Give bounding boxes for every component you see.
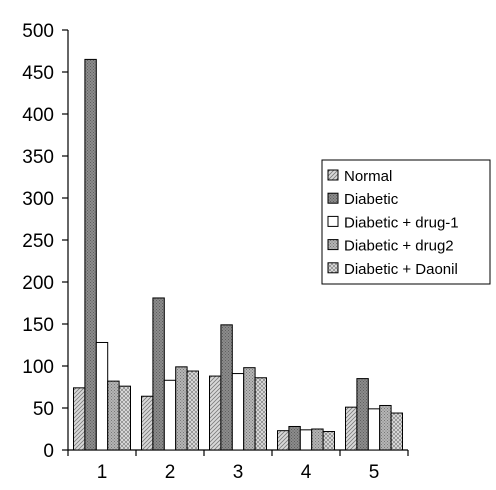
bar-diabetic-drug-1-4 bbox=[299, 429, 313, 451]
legend-swatch bbox=[327, 192, 339, 204]
bar-diabetic-4 bbox=[288, 425, 301, 451]
bar-diabetic-drug-1-1 bbox=[95, 341, 109, 451]
bar-diabetic-3 bbox=[220, 324, 233, 451]
y-tick-label: 200 bbox=[22, 273, 54, 294]
legend-swatch bbox=[327, 262, 339, 274]
bar-normal-3 bbox=[209, 375, 222, 451]
y-tick-label: 50 bbox=[33, 399, 54, 420]
bar-diabetic-daonil-1 bbox=[118, 385, 131, 451]
legend-label: Normal bbox=[344, 168, 392, 185]
x-axis: 1 2 3 4 5 bbox=[67, 449, 409, 483]
bar-diabetic-5 bbox=[356, 378, 369, 451]
legend-label: Diabetic + Daonil bbox=[344, 261, 458, 278]
bar-diabetic-daonil-2 bbox=[186, 370, 200, 451]
bar-normal-5 bbox=[345, 406, 358, 451]
x-tick-label: 2 bbox=[165, 462, 176, 483]
bar-diabetic-2 bbox=[152, 297, 165, 451]
bar-diabetic-drug2-4 bbox=[311, 428, 324, 451]
bar-normal-2 bbox=[141, 395, 154, 451]
y-tick-label: 500 bbox=[22, 21, 54, 42]
bar-diabetic-drug2-1 bbox=[107, 380, 120, 451]
bar-diabetic-1 bbox=[84, 58, 97, 451]
bar-normal-1 bbox=[73, 387, 86, 451]
x-tick-label: 1 bbox=[97, 462, 108, 483]
legend: Normal Diabetic Diabetic + drug-1 Diabetic … bbox=[321, 159, 491, 285]
bar-diabetic-drug-1-3 bbox=[231, 373, 245, 451]
bar-diabetic-drug-1-2 bbox=[163, 379, 177, 451]
x-tick-label: 4 bbox=[301, 462, 312, 483]
legend-swatch bbox=[327, 169, 339, 181]
bar-diabetic-drug2-3 bbox=[243, 367, 256, 451]
legend-label: Diabetic + drug2 bbox=[344, 238, 454, 255]
y-tick-label: 0 bbox=[43, 441, 54, 462]
y-tick-label: 100 bbox=[22, 357, 54, 378]
bar-diabetic-drug2-5 bbox=[379, 404, 392, 451]
bar-diabetic-drug-1-5 bbox=[367, 408, 381, 451]
bar-normal-4 bbox=[277, 430, 290, 451]
legend-label: Diabetic bbox=[344, 191, 399, 208]
bar-diabetic-drug2-2 bbox=[175, 366, 188, 451]
x-tick-label: 5 bbox=[369, 462, 380, 483]
legend-swatch bbox=[327, 239, 339, 251]
y-tick-label: 450 bbox=[22, 63, 54, 84]
y-tick-label: 400 bbox=[22, 105, 54, 126]
y-tick-label: 250 bbox=[22, 231, 54, 252]
bar-diabetic-daonil-3 bbox=[254, 377, 268, 451]
legend-swatch bbox=[327, 215, 339, 227]
legend-label: Diabetic + drug-1 bbox=[344, 214, 459, 231]
y-axis: 0 50 100 150 200 250 300 350 400 450 500 bbox=[22, 21, 69, 462]
y-tick-label: 350 bbox=[22, 147, 54, 168]
y-tick-label: 300 bbox=[22, 189, 54, 210]
bar-diabetic-daonil-4 bbox=[322, 431, 336, 451]
legend-box bbox=[321, 159, 491, 285]
bar-diabetic-daonil-5 bbox=[390, 412, 404, 451]
x-tick-label: 3 bbox=[233, 462, 244, 483]
y-tick-label: 150 bbox=[22, 315, 54, 336]
bars bbox=[73, 58, 404, 451]
